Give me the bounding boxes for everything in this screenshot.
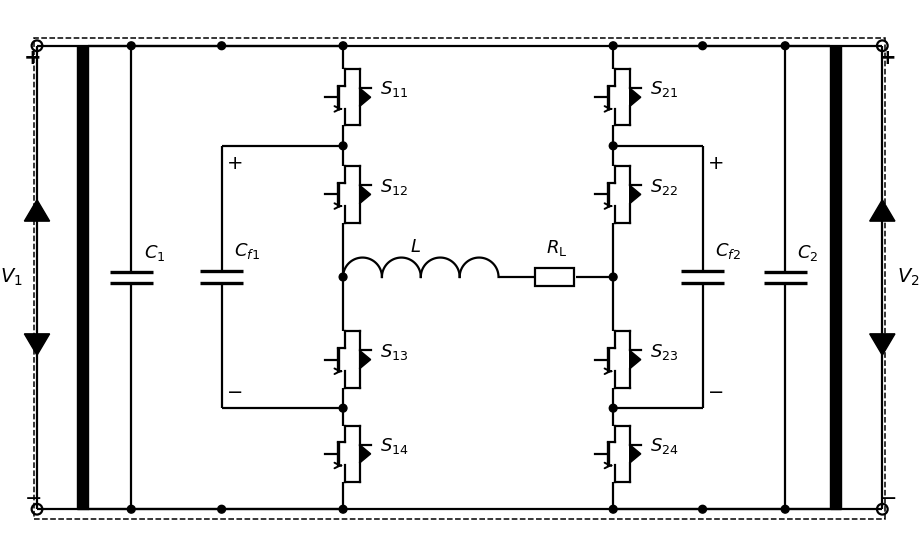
Text: $C_1$: $C_1$ <box>144 243 165 263</box>
Circle shape <box>781 42 789 50</box>
Circle shape <box>218 505 225 513</box>
Polygon shape <box>359 445 370 463</box>
Circle shape <box>128 42 135 50</box>
Text: $C_{f1}$: $C_{f1}$ <box>234 241 260 261</box>
Circle shape <box>609 404 617 412</box>
Text: $S_{12}$: $S_{12}$ <box>380 177 408 197</box>
Text: $S_{23}$: $S_{23}$ <box>650 342 678 362</box>
Bar <box>536 268 574 286</box>
Circle shape <box>339 142 347 150</box>
Text: $V_1$: $V_1$ <box>0 267 22 288</box>
Text: $S_{21}$: $S_{21}$ <box>650 79 678 100</box>
Text: $S_{11}$: $S_{11}$ <box>380 79 408 100</box>
Bar <box>77 46 88 509</box>
Text: $-$: $-$ <box>708 381 723 400</box>
FancyArrow shape <box>25 302 50 355</box>
Circle shape <box>609 42 617 50</box>
Text: $L$: $L$ <box>411 238 422 255</box>
Circle shape <box>609 273 617 281</box>
Polygon shape <box>359 185 370 204</box>
Circle shape <box>218 42 225 50</box>
Polygon shape <box>630 445 641 463</box>
Bar <box>831 46 841 509</box>
Text: $V_2$: $V_2$ <box>897 267 919 288</box>
Circle shape <box>781 505 789 513</box>
Bar <box>34 38 885 519</box>
Circle shape <box>339 404 347 412</box>
Polygon shape <box>630 185 641 204</box>
Circle shape <box>698 42 707 50</box>
Circle shape <box>339 42 347 50</box>
Text: +: + <box>708 154 724 173</box>
Circle shape <box>609 505 617 513</box>
Text: $-$: $-$ <box>879 488 896 507</box>
Circle shape <box>609 142 617 150</box>
Circle shape <box>128 505 135 513</box>
Polygon shape <box>359 88 370 106</box>
Polygon shape <box>359 350 370 369</box>
Text: +: + <box>23 48 41 68</box>
FancyArrow shape <box>869 200 895 253</box>
FancyArrow shape <box>869 302 895 355</box>
FancyArrow shape <box>25 200 50 253</box>
Text: $-$: $-$ <box>226 381 243 400</box>
Text: $R_{\mathrm{L}}$: $R_{\mathrm{L}}$ <box>546 238 568 258</box>
Circle shape <box>339 273 347 281</box>
Text: $C_{f2}$: $C_{f2}$ <box>715 241 741 261</box>
Text: $S_{13}$: $S_{13}$ <box>380 342 408 362</box>
Text: $S_{24}$: $S_{24}$ <box>650 436 679 456</box>
Polygon shape <box>630 350 641 369</box>
Text: +: + <box>879 48 896 68</box>
Circle shape <box>339 505 347 513</box>
Polygon shape <box>630 88 641 106</box>
Text: +: + <box>226 154 243 173</box>
Text: $-$: $-$ <box>24 488 40 507</box>
Text: $S_{22}$: $S_{22}$ <box>650 177 678 197</box>
Circle shape <box>698 505 707 513</box>
Text: $C_2$: $C_2$ <box>797 243 818 263</box>
Text: $S_{14}$: $S_{14}$ <box>380 436 409 456</box>
